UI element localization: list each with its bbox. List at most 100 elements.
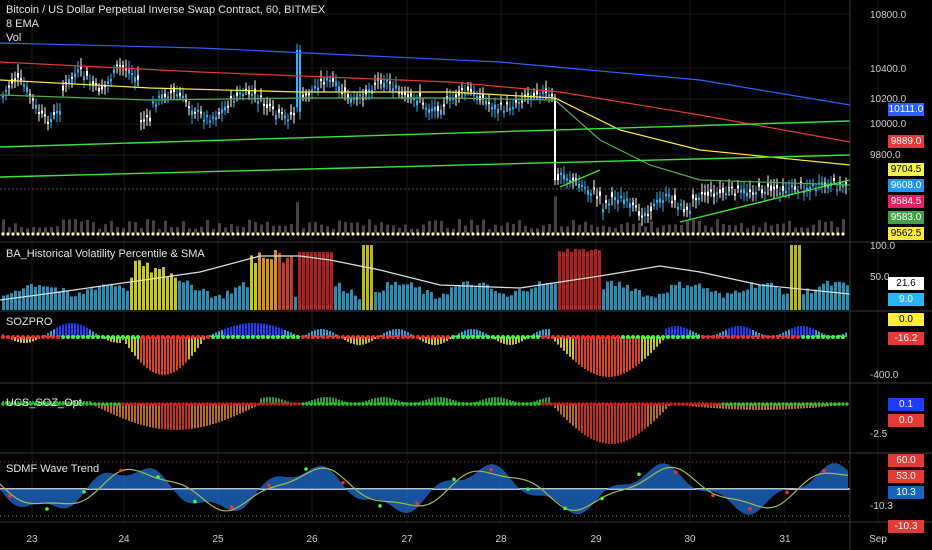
candle-body — [416, 100, 418, 106]
volume-bar — [26, 228, 29, 233]
ucs-dot — [125, 402, 129, 406]
sozpro-dot — [666, 335, 670, 339]
candle-body — [62, 85, 64, 91]
ucs-dot — [209, 402, 213, 406]
ucs-dot — [401, 402, 405, 406]
volume-dot — [181, 232, 185, 236]
ucs-bar — [722, 404, 724, 409]
volume-bar — [794, 227, 797, 233]
hv-bar — [594, 249, 597, 310]
volume-dot — [256, 232, 260, 236]
ucs-dot — [237, 402, 241, 406]
sozpro-bar — [194, 337, 196, 353]
ucs-dot — [253, 402, 257, 406]
ucs-bar — [425, 399, 427, 404]
candle-body — [326, 77, 328, 81]
volume-dot — [526, 232, 530, 236]
price-tick-label: 10800.0 — [870, 10, 907, 21]
ucs-dot — [825, 402, 829, 406]
volume-bar — [86, 219, 89, 233]
sozpro-bar — [572, 337, 574, 360]
candle-body — [425, 107, 427, 110]
volume-indicator-label[interactable]: Vol — [6, 32, 22, 44]
ema-indicator-label[interactable]: 8 EMA — [6, 18, 40, 30]
volume-dot — [206, 232, 210, 236]
candle-body — [296, 50, 298, 108]
candle-body — [710, 189, 712, 192]
ucs-bar — [764, 404, 766, 410]
sozpro-bar — [29, 337, 31, 343]
hv-bar — [14, 290, 17, 310]
sozpro-pane-title[interactable]: SOZPRO — [6, 316, 53, 328]
candle-body — [608, 203, 610, 206]
sozpro-bar — [566, 337, 568, 354]
sdmf-pane-title[interactable]: SDMF Wave Trend — [6, 463, 100, 475]
volume-bar — [404, 224, 407, 233]
sdmf-value-tag: 10.3 — [888, 486, 924, 499]
volume-bar — [470, 219, 473, 233]
hv-pane[interactable] — [0, 245, 851, 310]
sozpro-dot — [341, 335, 345, 339]
candle-body — [692, 194, 694, 199]
volume-dot — [726, 232, 730, 236]
ucs-bar — [101, 404, 103, 410]
hv-pane-title[interactable]: BA_Historical Volatility Percentile & SM… — [6, 248, 205, 260]
hv-bar — [522, 290, 525, 310]
hv-bar — [182, 282, 185, 310]
price-pane[interactable] — [0, 42, 851, 236]
volume-dot — [281, 232, 285, 236]
volume-bar — [2, 219, 5, 233]
ucs-dot — [117, 402, 121, 406]
sdmf-pane[interactable] — [0, 461, 850, 517]
sozpro-bar — [641, 337, 643, 362]
hv-bar — [642, 296, 645, 310]
price-axis[interactable]: 10800.010400.010200.010000.09800.0100.05… — [870, 10, 907, 512]
sozpro-bar — [755, 331, 757, 337]
ucs-dot — [93, 402, 97, 406]
sozpro-bar — [254, 323, 256, 337]
ucs-dot — [185, 402, 189, 406]
ucs-dot — [573, 402, 577, 406]
volume-dot — [96, 232, 100, 236]
candle-body — [581, 184, 583, 187]
sozpro-dot — [281, 335, 285, 339]
candle-body — [461, 88, 463, 91]
sozpro-dot — [571, 335, 575, 339]
hv-bar — [70, 296, 73, 310]
candle-body — [797, 189, 799, 193]
sozpro-bar — [371, 337, 373, 341]
ucs-pane[interactable] — [1, 397, 849, 444]
sozpro-dot — [546, 335, 550, 339]
sozpro-bar — [542, 329, 544, 337]
hv-bar — [266, 258, 269, 310]
sozpro-pane[interactable] — [1, 323, 847, 377]
symbol-title[interactable]: Bitcoin / US Dollar Perpetual Inverse Sw… — [6, 4, 326, 16]
volume-dot — [396, 232, 400, 236]
candle-body — [812, 183, 814, 186]
ucs-bar — [98, 404, 100, 408]
hv-bar — [434, 298, 437, 310]
volume-bar — [266, 221, 269, 233]
hv-bar — [542, 285, 545, 310]
candle-body — [644, 212, 646, 217]
sozpro-bar — [653, 337, 655, 350]
sozpro-dot — [251, 335, 255, 339]
price-value-tag: 9608.0 — [888, 179, 924, 192]
hv-bar — [310, 252, 313, 310]
hv-bar — [846, 285, 849, 310]
sozpro-bar — [437, 337, 439, 345]
hv-bar — [382, 290, 385, 310]
hv-bar — [410, 282, 413, 310]
volume-bar — [104, 224, 107, 233]
ucs-dot — [797, 402, 801, 406]
volume-dot — [236, 232, 240, 236]
time-axis[interactable]: 23 24 25 26 27 28 29 30 31 Sep — [26, 534, 887, 545]
ucs-pane-title[interactable]: UCS_SOZ_Opt — [6, 397, 82, 409]
candle-body — [191, 110, 193, 116]
ucs-dot — [833, 402, 837, 406]
ucs-value-tag: 0.1 — [888, 398, 924, 411]
sozpro-bar — [569, 337, 571, 357]
hv-bar — [390, 284, 393, 310]
ucs-dot — [37, 402, 41, 406]
